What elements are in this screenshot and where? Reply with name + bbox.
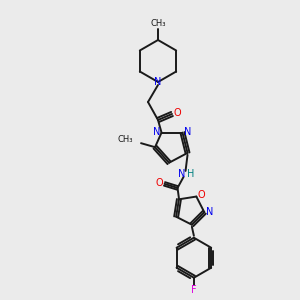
Text: N: N <box>153 127 160 136</box>
Text: N: N <box>154 77 162 87</box>
Text: O: O <box>156 178 163 188</box>
Text: H: H <box>187 169 194 179</box>
Text: N: N <box>178 169 185 179</box>
Text: O: O <box>197 190 205 200</box>
Text: N: N <box>206 207 213 217</box>
Text: N: N <box>184 127 191 136</box>
Text: CH₃: CH₃ <box>150 20 166 28</box>
Text: F: F <box>191 285 197 295</box>
Text: O: O <box>173 108 181 118</box>
Text: CH₃: CH₃ <box>118 135 133 144</box>
